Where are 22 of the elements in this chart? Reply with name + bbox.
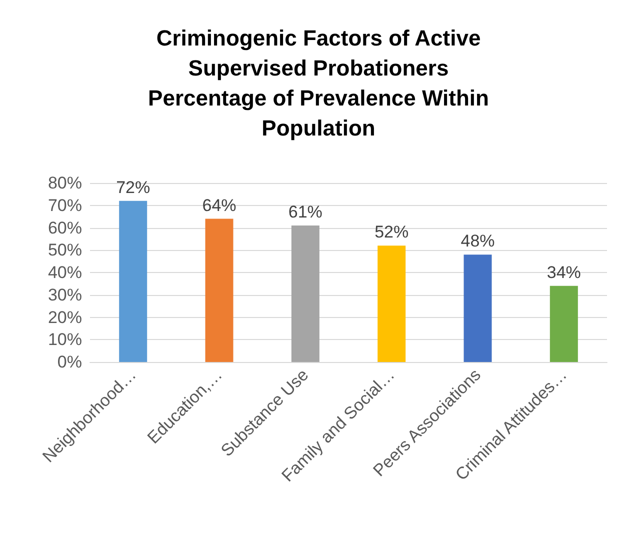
data-label: 34% — [546, 262, 581, 282]
y-tick-label: 30% — [48, 285, 82, 304]
bar — [550, 286, 578, 362]
y-tick-label: 10% — [48, 330, 82, 350]
bar — [291, 226, 320, 362]
y-tick-label: 50% — [48, 240, 82, 260]
y-tick-label: 60% — [48, 218, 82, 238]
data-label: 64% — [202, 196, 236, 215]
bar — [119, 200, 148, 362]
y-tick-label: 70% — [48, 196, 82, 215]
chart-title: Criminogenic Factors of Active Supervised Probationers Percentage of Prevalence Within Population — [148, 26, 489, 140]
data-label: 52% — [374, 222, 409, 242]
bar — [378, 246, 406, 362]
data-label: 72% — [116, 178, 150, 197]
bar — [464, 254, 492, 362]
data-label: 61% — [288, 202, 322, 222]
data-label: 48% — [460, 232, 495, 251]
y-tick-label: 40% — [48, 263, 82, 282]
y-tick-label: 0% — [57, 352, 82, 372]
y-tick-label: 20% — [48, 308, 82, 327]
y-tick-label: 80% — [48, 174, 82, 192]
bar — [205, 218, 234, 362]
